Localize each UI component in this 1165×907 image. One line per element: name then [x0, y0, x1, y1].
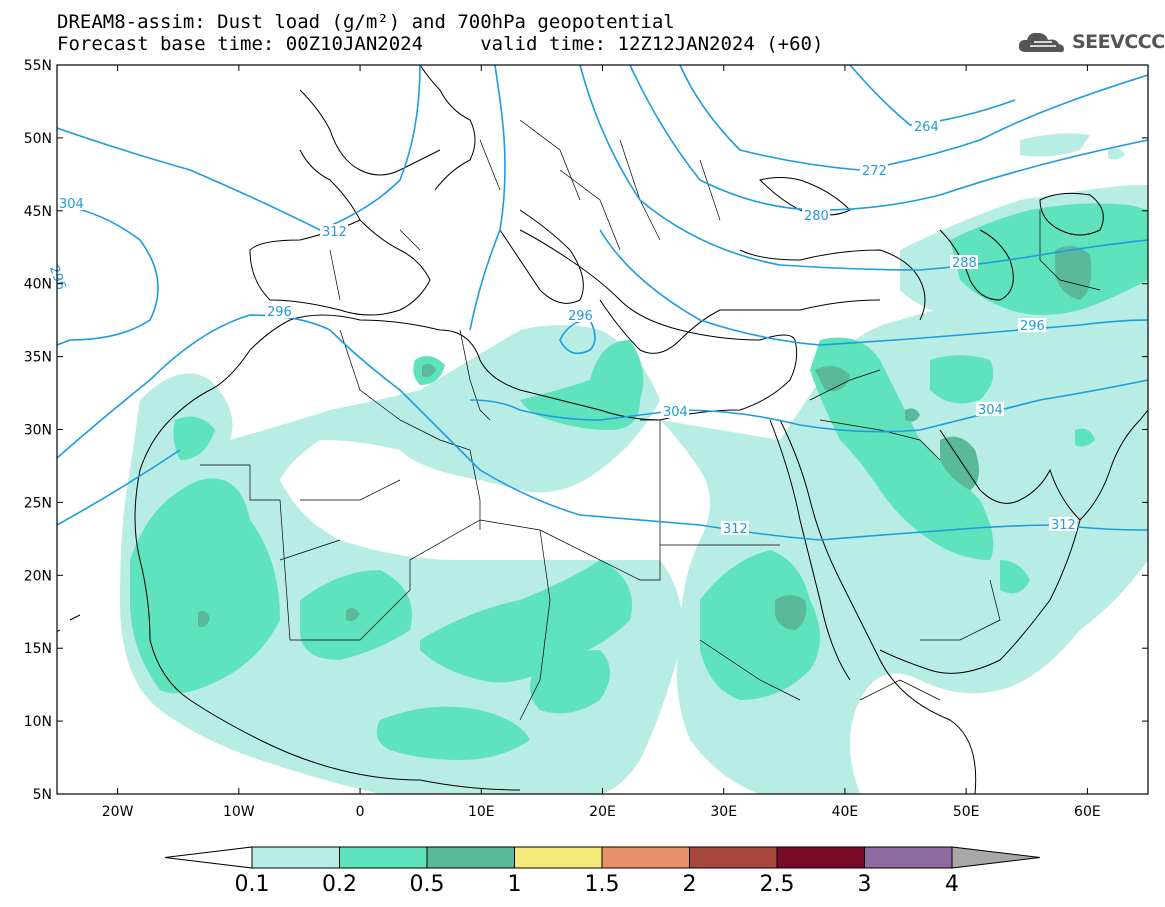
colorbar-swatch: [339, 846, 428, 869]
colorbar-label: 0.5: [410, 872, 445, 897]
contour-label: 312: [322, 225, 347, 240]
lat-tick-label: 50N: [24, 131, 52, 147]
lat-tick-label: 25N: [24, 495, 52, 511]
lon-tick-label: 10E: [468, 804, 495, 820]
contour-label: 296: [1020, 319, 1045, 334]
lon-tick-label: 50E: [953, 804, 980, 820]
colorbar-label: 2: [683, 872, 697, 897]
lon-tick-label: 60E: [1074, 804, 1101, 820]
contour-label: 264: [914, 120, 939, 135]
colorbar-label: 3: [858, 872, 872, 897]
geopotential-contours: [57, 65, 1148, 541]
colorbar-swatch: [689, 846, 778, 869]
contour-label: 296: [267, 305, 292, 320]
colorbar-swatch: [251, 846, 340, 869]
contour-label: 280: [804, 209, 829, 224]
lat-tick-label: 35N: [24, 350, 52, 366]
latitude-axis: 55N 50N 45N 40N 35N 30N 25N 20N 15N 10N 5N: [24, 58, 1148, 803]
lon-tick-label: 40E: [832, 804, 859, 820]
dust-level-0.5: [198, 246, 1092, 630]
dust-field: [120, 133, 1148, 794]
colorbar-label: 1.5: [585, 872, 620, 897]
contour-label: 312: [1051, 518, 1076, 533]
lat-tick-label: 15N: [24, 641, 52, 657]
contour-labels: 304 312 296 296 304 312 312 304 296 288 …: [46, 119, 1077, 537]
dust-level-0.2: [130, 203, 1148, 760]
colorbar-label: 2.5: [760, 872, 795, 897]
colorbar-label: 4: [945, 872, 959, 897]
lon-tick-label: 20W: [102, 804, 134, 820]
lat-tick-label: 40N: [24, 277, 52, 293]
contour-label: 296: [568, 309, 593, 324]
chart-title-line2: Forecast base time: 00Z10JAN2024 valid t…: [57, 33, 824, 55]
lon-tick-label: 10W: [223, 804, 255, 820]
longitude-axis: 20W 10W 0 10E 20E 30E 40E 50E 60E: [102, 65, 1101, 820]
seevccc-logo: SEEVCCC: [1016, 26, 1165, 58]
colorbar-label: 1: [508, 872, 522, 897]
colorbar: 0.1 0.2 0.5 1 1.5 2 2.5 3 4: [164, 846, 1041, 897]
cloud-icon: [1018, 32, 1064, 53]
contour-label: 312: [723, 522, 748, 537]
lon-tick-label: 0: [356, 804, 365, 820]
lat-tick-label: 5N: [33, 787, 52, 803]
colorbar-over-arrow: [951, 846, 1041, 869]
colorbar-label: 0.1: [235, 872, 270, 897]
chart-title-line1: DREAM8-assim: Dust load (g/m²) and 700hP…: [57, 11, 675, 33]
contour-label: 304: [978, 403, 1003, 418]
lat-tick-label: 10N: [24, 714, 52, 730]
colorbar-label: 0.2: [322, 872, 357, 897]
contour-label: 288: [952, 256, 977, 271]
lon-tick-label: 30E: [710, 804, 737, 820]
contour-label: 304: [663, 405, 688, 420]
colorbar-swatch: [601, 846, 690, 869]
coastlines: [57, 65, 1148, 794]
lat-tick-label: 20N: [24, 568, 52, 584]
contour-label: 272: [862, 164, 887, 179]
contour-label: 304: [59, 197, 84, 212]
colorbar-swatch: [426, 846, 515, 869]
colorbar-swatch: [776, 846, 865, 869]
colorbar-swatch: [864, 846, 953, 869]
colorbar-swatch: [514, 846, 603, 869]
lon-tick-label: 20E: [589, 804, 616, 820]
colorbar-under-arrow: [164, 846, 253, 869]
lat-tick-label: 55N: [24, 58, 52, 74]
lat-tick-label: 45N: [24, 204, 52, 220]
lat-tick-label: 30N: [24, 423, 52, 439]
logo-text: SEEVCCC: [1072, 31, 1165, 53]
